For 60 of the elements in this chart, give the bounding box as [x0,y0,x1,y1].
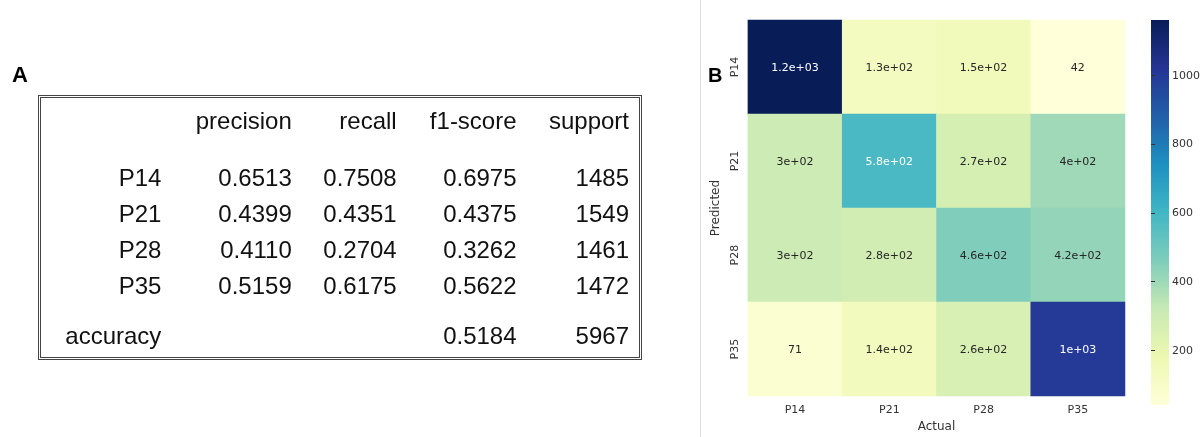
data-label: 3e+02 [776,248,814,262]
category-label: P14 [118,164,162,191]
data-label: 1e+03 [1059,342,1097,356]
text: 0.7508 [323,164,397,191]
text: 5967 [575,322,629,349]
x-tick-label: P35 [1067,403,1089,417]
text: 0.3262 [443,236,517,263]
text: 0.4110 [220,236,292,263]
data-label: 5.8e+02 [865,154,914,168]
y-axis-title: Predicted [708,179,722,237]
data-label: 3e+02 [776,154,814,168]
text: 0.4351 [323,200,397,227]
data-label: 1.4e+02 [865,342,914,356]
data-label: 2.7e+02 [959,154,1008,168]
y-tick-label: P35 [727,338,741,360]
category-label: accuracy [65,322,162,349]
text: 1472 [575,272,629,299]
category-label: P21 [118,200,162,227]
y-tick-label: P14 [727,56,741,78]
x-tick-label: P28 [973,403,994,417]
color-bar-label: 200 [1172,344,1194,358]
text: 0.6175 [323,272,397,299]
text: A [12,62,28,88]
data-label: 1.3e+02 [865,60,914,74]
text: 0.6513 [218,164,292,191]
x-tick-label: P14 [784,403,806,417]
color-bar-label: 400 [1172,275,1194,289]
category-label: recall [338,106,398,136]
text: 0.2704 [323,236,397,263]
category-label: P28 [118,236,162,263]
text: 1485 [575,164,629,191]
category-label: P35 [118,272,162,299]
text: 1549 [575,200,629,227]
color-bar-label: 1000 [1172,68,1201,82]
data-label: 4.6e+02 [959,248,1008,262]
data-label: 2.6e+02 [959,342,1008,356]
color-bar-label: 800 [1172,137,1194,151]
color-bar-label: 600 [1172,206,1194,220]
data-label: 4.2e+02 [1054,248,1102,262]
y-tick-label: P28 [727,244,741,266]
y-tick-label: P21 [727,150,741,172]
text: 0.4375 [443,200,517,227]
text: B [708,64,723,86]
data-label: 1.5e+02 [959,60,1008,74]
category-label: f1-score [428,106,518,136]
data-label: 2.8e+02 [865,248,914,262]
data-label: 42 [1070,60,1085,74]
category-label: precision [194,106,293,136]
x-axis-title: Actual [917,419,956,433]
data-label: 71 [788,342,803,356]
data-label: 1.2e+03 [771,60,819,74]
category-label: support [547,106,630,136]
text: 0.6975 [443,164,517,191]
text: 1461 [575,236,629,263]
text: 0.5184 [443,322,517,349]
text: 0.5622 [443,272,517,299]
text: 0.4399 [218,200,292,227]
data-label: 4e+02 [1059,154,1097,168]
text: 0.5159 [218,272,292,299]
x-tick-label: P21 [878,403,900,417]
